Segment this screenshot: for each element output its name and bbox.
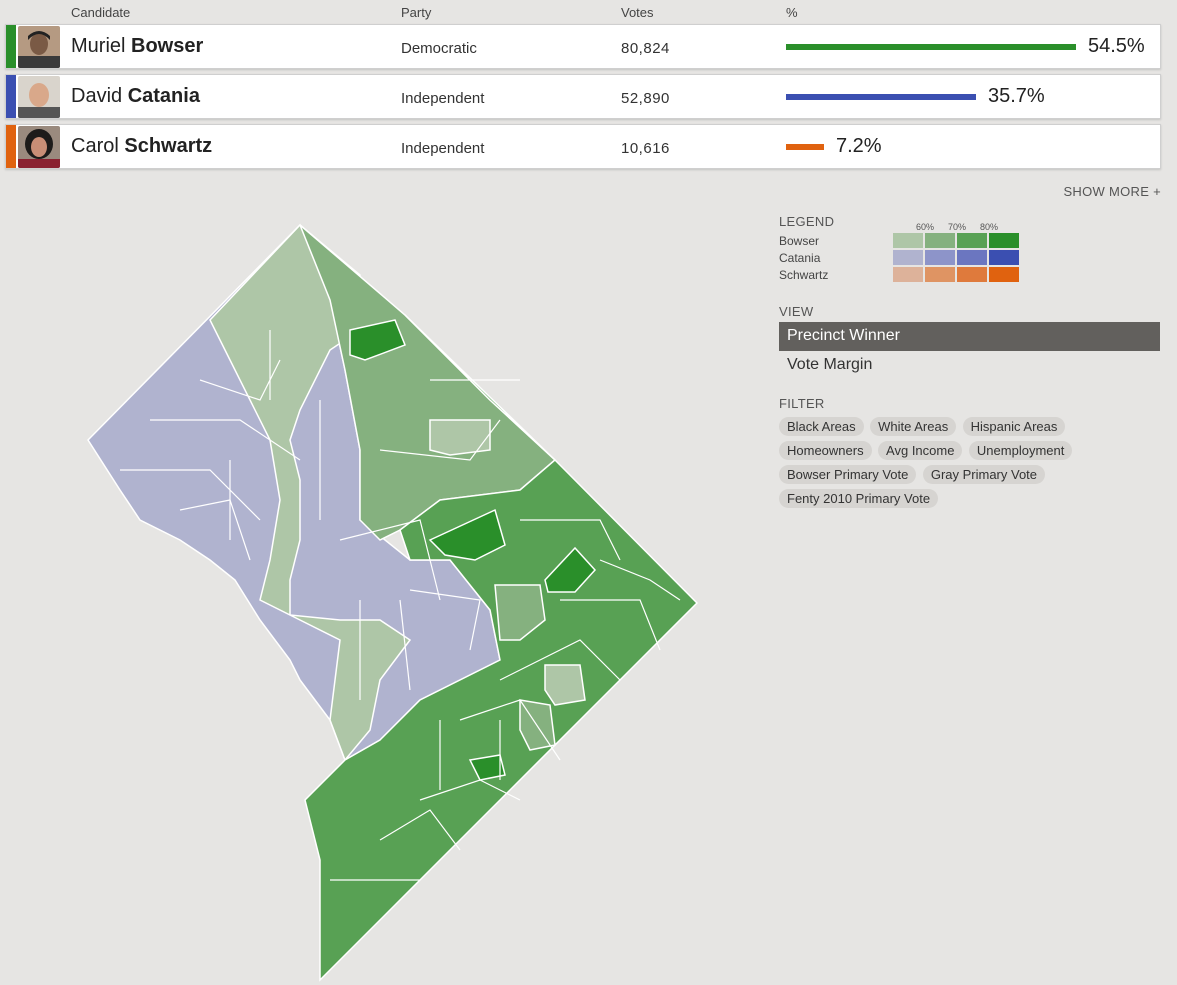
candidate-percent: 54.5% — [1088, 35, 1145, 57]
legend-swatch-catania-3 — [989, 250, 1019, 265]
candidate-name: Muriel Bowser — [71, 35, 204, 57]
view-option-vote-margin[interactable]: Vote Margin — [787, 356, 873, 373]
legend-swatch-catania-1 — [925, 250, 955, 265]
view-option-precinct-winner[interactable]: Precinct Winner — [779, 322, 1160, 351]
map-region-bowser-light-east[interactable] — [429, 419, 491, 456]
vote-share-bar — [786, 94, 976, 100]
precinct-boundaries — [120, 330, 681, 881]
filter-chip-gray-primary-vote[interactable]: Gray Primary Vote — [922, 465, 1046, 484]
map-region-bowser-darkest-4[interactable] — [468, 754, 506, 781]
legend-swatch-catania-2 — [957, 250, 987, 265]
column-percent: % — [786, 5, 798, 20]
candidate-votes: 80,824 — [621, 40, 670, 57]
legend-swatch-bowser-2 — [957, 233, 987, 248]
candidate-row-bowser[interactable]: Muriel Bowser Democratic 80,824 54.5% — [5, 24, 1161, 69]
legend-bowser-label: Bowser — [779, 234, 820, 248]
map-region-bowser-mid-east[interactable] — [494, 584, 546, 641]
map-region-bowser-darkest-3[interactable] — [349, 319, 406, 361]
candidate-party: Democratic — [401, 40, 477, 57]
legend-swatch-bowser-3 — [989, 233, 1019, 248]
filter-chip-white-areas[interactable]: White Areas — [870, 417, 957, 436]
candidate-color-swatch — [6, 125, 16, 168]
vote-share-bar — [786, 144, 824, 150]
legend-level-80: 80% — [980, 222, 999, 232]
legend-swatch-schwartz-1 — [925, 267, 955, 282]
candidate-percent: 7.2% — [836, 135, 882, 157]
column-candidate: Candidate — [71, 5, 131, 20]
candidate-photo — [18, 26, 60, 68]
filter-chip-avg-income[interactable]: Avg Income — [878, 441, 963, 460]
filter-chip-hispanic-areas[interactable]: Hispanic Areas — [962, 417, 1066, 436]
legend-level-60: 60% — [916, 222, 935, 232]
map-region-bowser-dark[interactable] — [304, 314, 699, 982]
candidate-row-catania[interactable]: David Catania Independent 52,890 35.7% — [5, 74, 1161, 119]
candidate-votes: 10,616 — [621, 140, 670, 157]
results-header: Candidate Party Votes % — [0, 0, 1177, 24]
filter-chip-bowser-primary-vote[interactable]: Bowser Primary Vote — [779, 465, 917, 484]
legend-swatch-schwartz-0 — [893, 267, 923, 282]
candidate-photo — [18, 126, 60, 168]
legend-swatch-schwartz-2 — [957, 267, 987, 282]
legend-title: LEGEND — [779, 214, 835, 229]
vote-share-bar — [786, 44, 1076, 50]
precinct-map[interactable] — [80, 212, 700, 982]
legend-color-grid — [893, 233, 1019, 282]
legend-swatch-bowser-1 — [925, 233, 955, 248]
column-party: Party — [401, 5, 432, 20]
candidate-votes: 52,890 — [621, 90, 670, 107]
map-region-bowser-darkest-2[interactable] — [544, 546, 597, 593]
filter-chip-unemployment[interactable]: Unemployment — [968, 441, 1073, 460]
candidate-row-schwartz[interactable]: Carol Schwartz Independent 10,616 7.2% — [5, 124, 1161, 169]
view-title: VIEW — [779, 304, 814, 319]
legend-level-70: 70% — [948, 222, 967, 232]
candidate-color-swatch — [6, 75, 16, 118]
legend-swatch-schwartz-3 — [989, 267, 1019, 282]
legend-schwartz-label: Schwartz — [779, 268, 829, 282]
show-more-link[interactable]: SHOW MORE + — [1063, 184, 1161, 199]
map-region-bowser-darkest-1[interactable] — [428, 508, 506, 561]
candidate-percent: 35.7% — [988, 85, 1045, 107]
filter-chip-homeowners[interactable]: Homeowners — [779, 441, 872, 460]
legend-catania-label: Catania — [779, 251, 821, 265]
legend-swatch-catania-0 — [893, 250, 923, 265]
legend-swatch-bowser-0 — [893, 233, 923, 248]
candidate-name: David Catania — [71, 85, 200, 107]
candidate-party: Independent — [401, 90, 485, 107]
filter-chip-fenty-2010-primary-vote[interactable]: Fenty 2010 Primary Vote — [779, 489, 939, 508]
candidate-color-swatch — [6, 25, 16, 68]
candidate-name: Carol Schwartz — [71, 135, 213, 157]
candidate-party: Independent — [401, 140, 485, 157]
filter-chip-black-areas[interactable]: Black Areas — [779, 417, 864, 436]
filter-title: FILTER — [779, 396, 825, 411]
filter-chips: Black Areas White Areas Hispanic Areas H… — [779, 417, 1164, 513]
map-region-bowser-light-southeast[interactable] — [544, 664, 586, 706]
column-votes: Votes — [621, 5, 654, 20]
candidate-photo — [18, 76, 60, 118]
